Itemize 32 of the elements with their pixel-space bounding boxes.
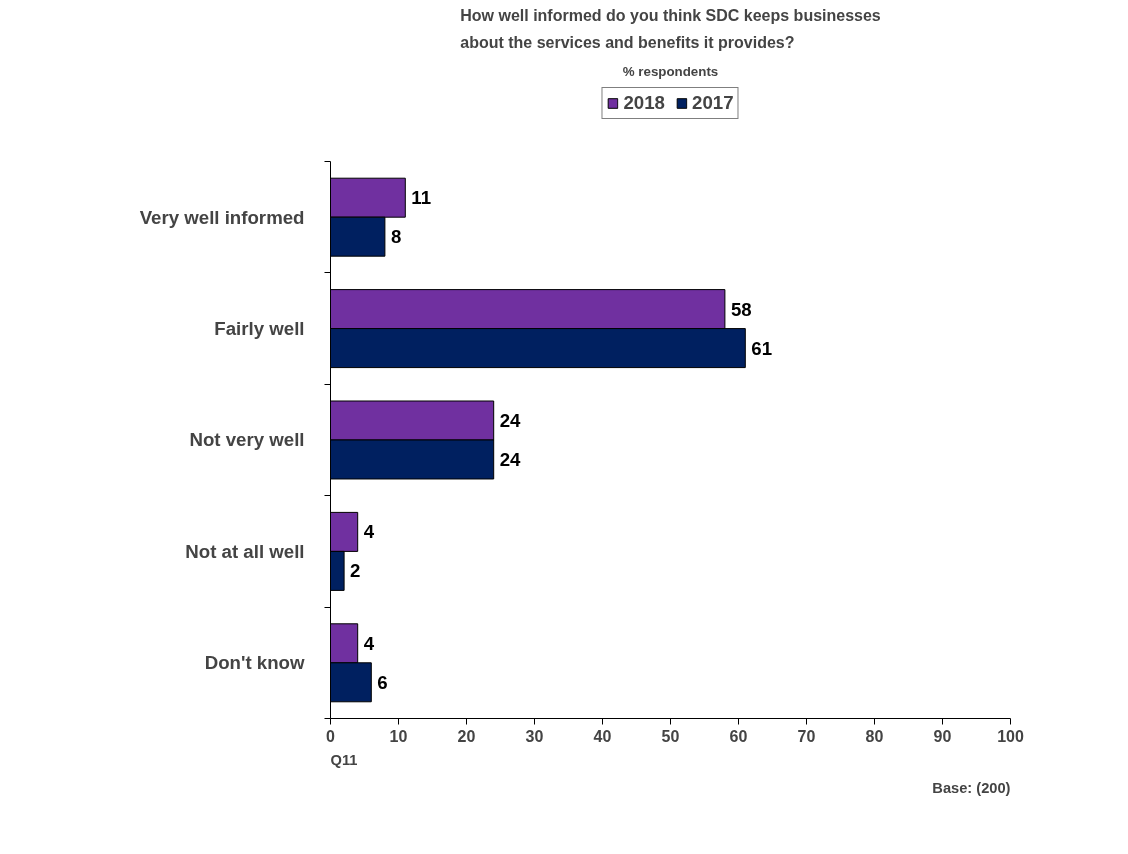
data-label: 24 (499, 410, 522, 431)
chart-subtitle: % respondents (622, 63, 719, 79)
y-tick-label: Very well informed (139, 206, 305, 228)
data-label: 11 (411, 187, 432, 209)
x-tick-label: 10 (389, 727, 408, 745)
data-label: 2 (350, 560, 361, 582)
legend-label: 2018 (623, 92, 665, 114)
y-tick-label: Fairly well (214, 318, 305, 340)
text: Q11 (330, 751, 358, 768)
x-tick-label: 40 (593, 727, 612, 745)
y-tick-label: Not at all well (185, 540, 305, 562)
x-tick-label: 50 (661, 727, 680, 745)
data-label: 4 (363, 521, 375, 543)
data-label: 58 (730, 298, 752, 320)
x-tick-label: 30 (525, 727, 544, 745)
data-label: 6 (377, 671, 388, 693)
chart-title: How well informed do you think SDC keeps businesses about the services and benefits it provides? (460, 7, 881, 52)
data-label: 61 (751, 337, 773, 359)
x-tick-label: 80 (865, 727, 884, 745)
data-label: 4 (363, 632, 375, 654)
text: Base: (200) (932, 779, 1011, 796)
data-label: 8 (390, 226, 402, 248)
legend-label: 2017 (692, 92, 734, 114)
x-tick-label: 0 (326, 727, 336, 745)
x-tick-label: 60 (729, 727, 748, 745)
x-tick-label: 90 (933, 727, 952, 745)
data-label: 24 (499, 448, 522, 470)
x-tick-label: 70 (797, 727, 816, 745)
y-tick-label: Don't know (204, 652, 305, 674)
x-tick-label: 100 (997, 727, 1024, 745)
y-tick-label: Not very well (189, 429, 305, 451)
x-tick-label: 20 (457, 727, 476, 745)
